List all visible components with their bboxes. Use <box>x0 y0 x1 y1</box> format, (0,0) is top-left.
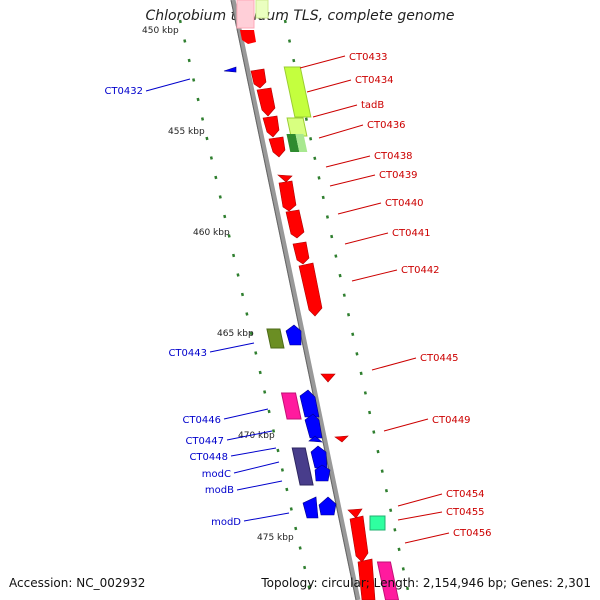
gene-label-modd[interactable]: modD <box>211 517 241 528</box>
kbp-label-450: 450 kbp <box>142 26 179 36</box>
gene-label-ct0456[interactable]: CT0456 <box>453 528 492 539</box>
gene-arrow-reverse <box>314 464 331 482</box>
gene-arrow <box>250 68 267 89</box>
gene-arrow-reverse <box>285 324 302 346</box>
gene-arrow <box>268 136 286 158</box>
gene-arrow-reverse <box>318 496 337 516</box>
gene-arrow-reverse <box>310 445 328 469</box>
gene-arrow <box>262 115 280 138</box>
feature-magenta <box>280 392 302 420</box>
feature-lime <box>283 66 312 118</box>
kbp-label-455: 455 kbp <box>168 127 205 137</box>
gene-arrow <box>347 508 363 519</box>
gene-arrow <box>298 262 323 317</box>
gene-label-ct0443[interactable]: CT0443 <box>168 348 207 359</box>
gene-label-ct0438[interactable]: CT0438 <box>374 151 413 162</box>
gene-arrow <box>277 174 293 183</box>
gene-arrow-reverse <box>299 389 320 418</box>
gene-label-ct0442[interactable]: CT0442 <box>401 265 440 276</box>
feature-lime-2 <box>286 117 308 137</box>
gene-arrow <box>320 373 336 383</box>
gene-label-ct0446[interactable]: CT0446 <box>182 415 221 426</box>
kbp-label-470: 470 kbp <box>238 431 275 441</box>
gene-arrow-reverse <box>308 435 323 443</box>
gene-arrow <box>256 87 276 117</box>
feature-aqua <box>369 515 386 531</box>
gene-arrow <box>278 180 297 212</box>
gene-arrow <box>349 515 369 563</box>
gene-label-ct0448[interactable]: CT0448 <box>189 452 228 463</box>
accession-text: Accession: NC_002932 <box>9 576 146 590</box>
kbp-label-460: 460 kbp <box>193 228 230 238</box>
gene-arrow <box>285 209 305 239</box>
gene-arrow <box>292 241 310 265</box>
gene-label-ct0436[interactable]: CT0436 <box>367 120 406 131</box>
gene-label-modc[interactable]: modC <box>202 469 231 480</box>
feature-top-red <box>240 30 256 44</box>
gene-arrow <box>357 558 376 600</box>
gene-arrow <box>334 435 349 443</box>
gene-label-ct0454[interactable]: CT0454 <box>446 489 485 500</box>
gene-arrow-reverse <box>223 66 237 73</box>
gene-label-ct0434[interactable]: CT0434 <box>355 75 394 86</box>
kbp-label-475: 475 kbp <box>257 533 294 543</box>
gene-label-modb[interactable]: modB <box>205 485 234 496</box>
map-title: Chlorobium tepidum TLS, complete genome <box>145 8 455 24</box>
gene-label-ct0439[interactable]: CT0439 <box>379 170 418 181</box>
gene-label-ct0432[interactable]: CT0432 <box>104 86 143 97</box>
feature-magenta-bottom <box>376 561 400 600</box>
gene-label-ct0433[interactable]: CT0433 <box>349 52 388 63</box>
tick-track-left <box>178 19 314 600</box>
gene-label-ct0455[interactable]: CT0455 <box>446 507 485 518</box>
gene-arrow-reverse <box>302 496 319 519</box>
kbp-label-465: 465 kbp <box>217 329 254 339</box>
gene-label-ct0449[interactable]: CT0449 <box>432 415 471 426</box>
feature-slate <box>291 447 314 486</box>
gene-label-ct0440[interactable]: CT0440 <box>385 198 424 209</box>
genome-backbone <box>230 0 361 600</box>
feature-olive <box>266 328 285 349</box>
gene-label-ct0441[interactable]: CT0441 <box>392 228 431 239</box>
feature-lightgreen <box>295 134 308 152</box>
feature-top-lime <box>255 0 269 19</box>
feature-top-pink <box>236 0 255 29</box>
topology-text: Topology: circular; Length: 2,154,946 bp… <box>261 576 591 590</box>
gene-arrow-reverse <box>304 413 323 439</box>
gene-label-tadb[interactable]: tadB <box>361 100 384 111</box>
gene-label-ct0447[interactable]: CT0447 <box>185 436 224 447</box>
feature-darkgreen <box>286 134 300 152</box>
gene-label-ct0445[interactable]: CT0445 <box>420 353 459 364</box>
